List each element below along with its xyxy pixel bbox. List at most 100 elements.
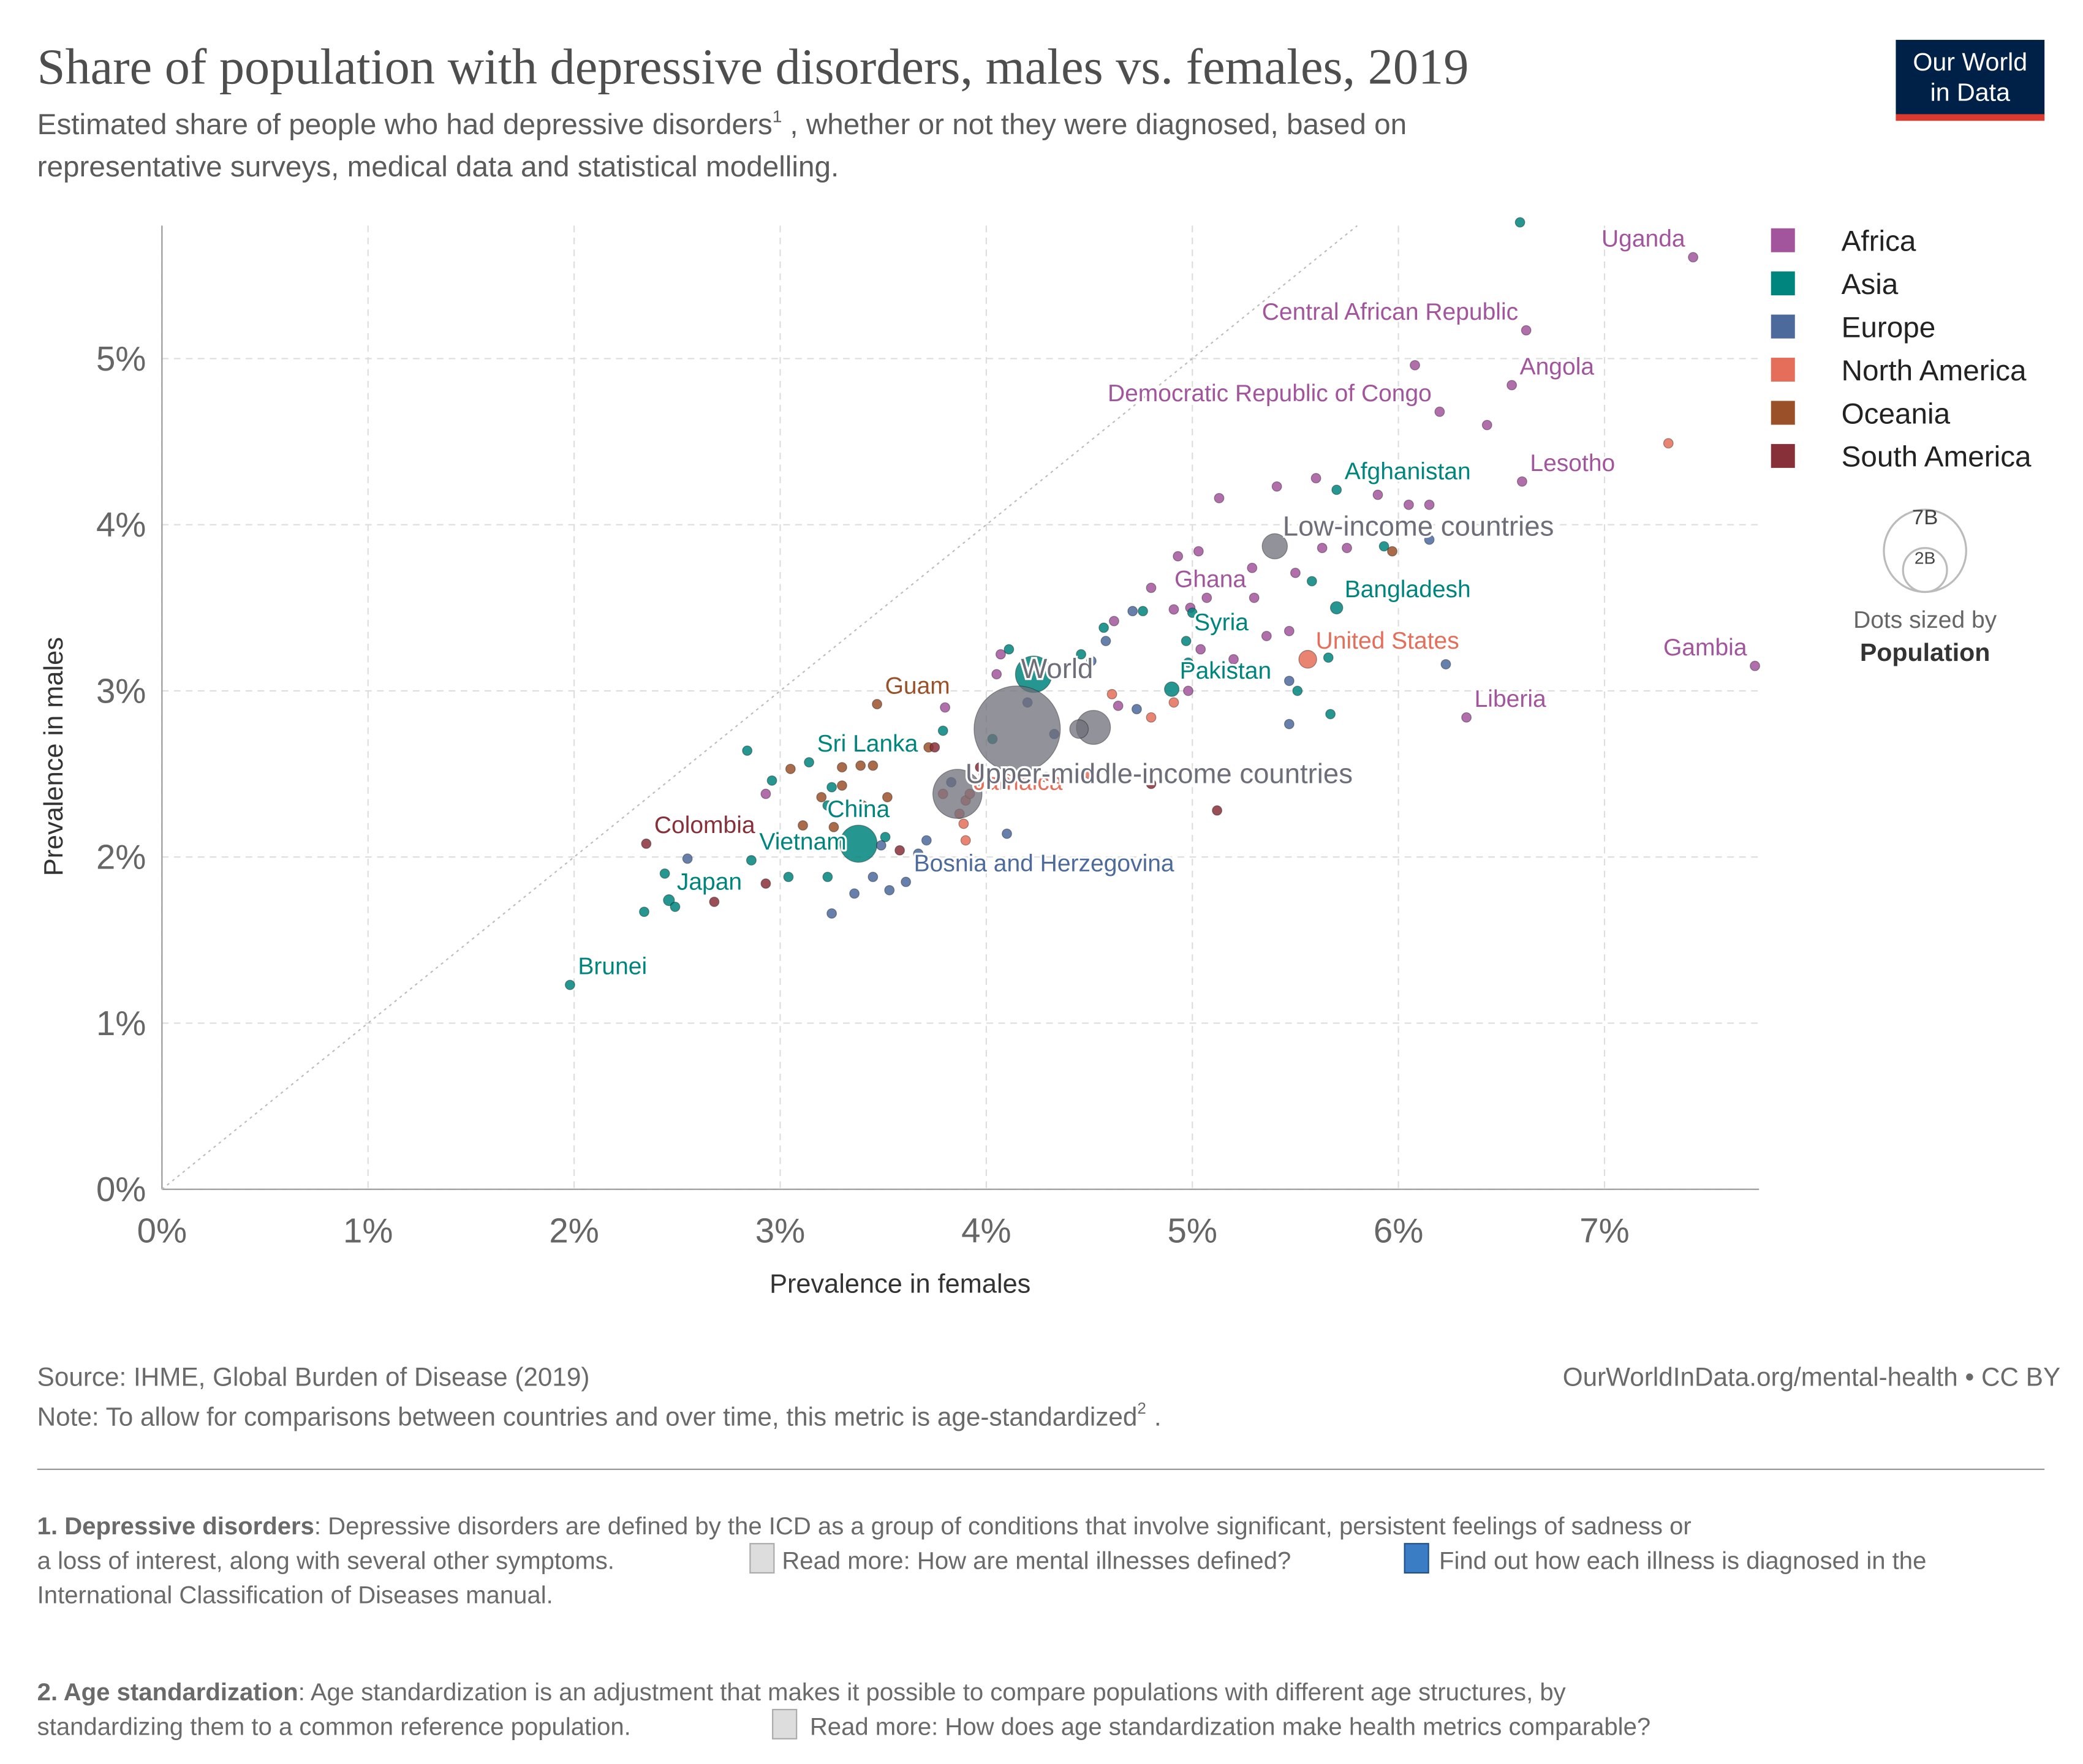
point[interactable] [868,872,879,883]
point[interactable] [1434,406,1445,417]
point[interactable] [670,902,681,912]
point[interactable] [760,878,771,889]
footnote-link[interactable]: International Classification of Diseases… [37,1582,553,1609]
note-superscript[interactable]: 2 [1137,1399,1146,1417]
legend-swatch[interactable] [1771,443,1795,468]
subtitle-superscript[interactable]: 1 [773,106,782,126]
point[interactable] [894,845,905,856]
point[interactable] [1481,420,1492,431]
point[interactable] [1506,380,1518,391]
point[interactable] [868,760,879,771]
point[interactable] [991,669,1002,680]
point[interactable] [1173,551,1184,562]
footnote-link[interactable]: Read more: How are mental illnesses defi… [782,1547,1291,1574]
point[interactable] [1138,606,1148,617]
point[interactable] [921,835,932,846]
point[interactable] [1290,567,1301,578]
point[interactable] [746,855,757,866]
point[interactable] [828,821,839,832]
point[interactable] [1146,712,1157,723]
point[interactable] [1086,655,1097,666]
point[interactable] [1004,644,1015,655]
point[interactable] [1212,805,1223,816]
point[interactable] [995,649,1006,660]
point[interactable] [1098,622,1110,633]
legend-swatch[interactable] [1771,271,1795,296]
point[interactable] [1146,778,1157,790]
legend-swatch[interactable] [1771,228,1795,252]
legend-swatch[interactable] [1771,358,1795,382]
point[interactable] [826,782,837,793]
point[interactable] [1325,709,1336,720]
point[interactable] [760,788,771,799]
point[interactable] [663,894,675,907]
point[interactable] [849,888,860,899]
point[interactable] [1331,484,1342,496]
point[interactable] [1329,601,1344,615]
point[interactable] [1201,592,1212,603]
point[interactable] [564,979,575,990]
point[interactable] [822,800,833,811]
point[interactable] [1168,697,1179,708]
point[interactable] [882,792,893,802]
point[interactable] [766,775,777,786]
point[interactable] [836,780,847,791]
point[interactable] [816,792,827,802]
point[interactable] [913,848,924,859]
point[interactable] [1195,644,1206,655]
point[interactable] [1306,576,1317,587]
legend-label[interactable]: Europe [1842,311,1936,344]
point[interactable] [1283,625,1295,636]
point[interactable] [1403,499,1414,510]
legend-label[interactable]: Africa [1842,225,1916,258]
point[interactable] [742,745,753,756]
point[interactable] [783,872,794,883]
point[interactable] [1002,828,1012,839]
point[interactable] [1187,607,1198,618]
point[interactable] [1113,700,1124,711]
point[interactable] [1249,592,1260,603]
point[interactable] [826,908,837,919]
point[interactable] [1387,546,1397,557]
point[interactable] [872,699,883,710]
point[interactable] [1663,438,1674,449]
aggregate-point[interactable] [1261,533,1288,560]
point[interactable] [1310,473,1321,484]
aggregate-point[interactable] [1069,719,1089,739]
legend-swatch[interactable] [1771,314,1795,339]
point[interactable] [958,818,969,829]
point[interactable] [937,725,948,736]
legend-label[interactable]: Asia [1842,268,1899,301]
point[interactable] [1127,606,1138,617]
point[interactable] [1131,704,1142,715]
point[interactable] [1514,217,1525,228]
point[interactable] [1516,476,1527,487]
point[interactable] [1168,604,1179,615]
point[interactable] [1292,685,1303,696]
point[interactable] [1002,774,1012,785]
point[interactable] [1261,630,1272,641]
point[interactable] [1108,616,1119,627]
point[interactable] [1183,657,1193,668]
point[interactable] [875,840,887,851]
point[interactable] [1183,685,1193,696]
point[interactable] [1521,325,1532,336]
point[interactable] [901,876,912,888]
footnote-link[interactable]: Find out how each illness is diagnosed i… [1439,1547,1926,1574]
legend-label[interactable]: North America [1842,355,2027,387]
point[interactable] [1461,712,1472,723]
point[interactable] [1372,489,1383,500]
point[interactable] [855,760,866,771]
point[interactable] [1410,360,1420,371]
point[interactable] [639,907,649,918]
point[interactable] [1084,769,1095,779]
point[interactable] [1424,499,1435,510]
point[interactable] [1283,676,1295,687]
point[interactable] [1298,650,1317,669]
point[interactable] [1164,681,1180,697]
point[interactable] [1271,481,1282,492]
point[interactable] [822,872,833,883]
point[interactable] [659,868,670,879]
logo[interactable]: Our World in Data [1896,40,2045,121]
point[interactable] [1440,659,1451,669]
